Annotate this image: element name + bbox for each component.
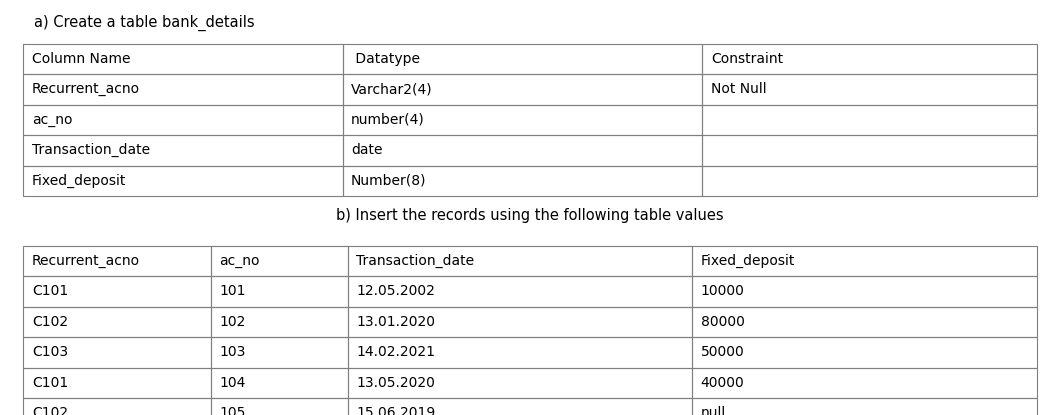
Bar — [692, 398, 1037, 415]
Text: 14.02.2021: 14.02.2021 — [356, 345, 435, 359]
Bar — [692, 276, 1037, 307]
Text: 13.05.2020: 13.05.2020 — [356, 376, 435, 390]
Text: ac_no: ac_no — [219, 254, 260, 268]
Text: 105: 105 — [219, 406, 246, 415]
Bar — [211, 398, 348, 415]
Text: Constraint: Constraint — [711, 52, 783, 66]
Bar — [211, 307, 348, 337]
Bar — [211, 337, 348, 368]
Bar — [342, 135, 703, 166]
Bar — [211, 368, 348, 398]
Bar — [342, 74, 703, 105]
Bar — [23, 307, 211, 337]
Text: number(4): number(4) — [351, 113, 425, 127]
Text: C103: C103 — [32, 345, 68, 359]
Bar — [342, 166, 703, 196]
Bar — [348, 337, 692, 368]
Text: 104: 104 — [219, 376, 246, 390]
Bar — [348, 307, 692, 337]
Bar — [23, 368, 211, 398]
Bar — [703, 74, 1037, 105]
Bar — [211, 246, 348, 276]
Text: 15.06.2019: 15.06.2019 — [356, 406, 436, 415]
Text: 102: 102 — [219, 315, 246, 329]
Bar — [23, 398, 211, 415]
Text: Column Name: Column Name — [32, 52, 130, 66]
Bar — [348, 276, 692, 307]
Bar — [703, 135, 1037, 166]
Bar — [692, 307, 1037, 337]
Text: null: null — [701, 406, 726, 415]
Bar — [342, 44, 703, 74]
Text: Datatype: Datatype — [351, 52, 420, 66]
Text: 40000: 40000 — [701, 376, 744, 390]
Text: C102: C102 — [32, 315, 68, 329]
Bar — [703, 166, 1037, 196]
Text: 80000: 80000 — [701, 315, 744, 329]
Text: b) Insert the records using the following table values: b) Insert the records using the followin… — [336, 208, 724, 223]
Bar — [692, 246, 1037, 276]
Text: a) Create a table bank_details: a) Create a table bank_details — [34, 15, 254, 31]
Text: Transaction_date: Transaction_date — [32, 143, 149, 157]
Text: 50000: 50000 — [701, 345, 744, 359]
Text: date: date — [351, 143, 383, 157]
Bar — [23, 276, 211, 307]
Bar — [348, 368, 692, 398]
Text: 103: 103 — [219, 345, 246, 359]
Bar — [692, 337, 1037, 368]
Bar — [703, 44, 1037, 74]
Bar — [703, 105, 1037, 135]
Text: 13.01.2020: 13.01.2020 — [356, 315, 435, 329]
Text: ac_no: ac_no — [32, 113, 72, 127]
Bar — [23, 105, 342, 135]
Text: Recurrent_acno: Recurrent_acno — [32, 254, 140, 268]
Text: C102: C102 — [32, 406, 68, 415]
Bar — [23, 74, 342, 105]
Bar — [342, 105, 703, 135]
Text: Varchar2(4): Varchar2(4) — [351, 82, 432, 96]
Text: Recurrent_acno: Recurrent_acno — [32, 82, 140, 96]
Bar — [23, 337, 211, 368]
Bar — [211, 276, 348, 307]
Text: Number(8): Number(8) — [351, 174, 426, 188]
Text: C101: C101 — [32, 284, 68, 298]
Text: C101: C101 — [32, 376, 68, 390]
Bar — [23, 166, 342, 196]
Bar — [23, 135, 342, 166]
Text: Not Null: Not Null — [711, 82, 766, 96]
Text: 101: 101 — [219, 284, 246, 298]
Text: 12.05.2002: 12.05.2002 — [356, 284, 435, 298]
Text: Transaction_date: Transaction_date — [356, 254, 474, 268]
Text: 10000: 10000 — [701, 284, 744, 298]
Bar — [23, 44, 342, 74]
Bar — [23, 246, 211, 276]
Text: Fixed_deposit: Fixed_deposit — [32, 174, 126, 188]
Bar — [348, 246, 692, 276]
Text: Fixed_deposit: Fixed_deposit — [701, 254, 795, 268]
Bar — [692, 368, 1037, 398]
Bar — [348, 398, 692, 415]
